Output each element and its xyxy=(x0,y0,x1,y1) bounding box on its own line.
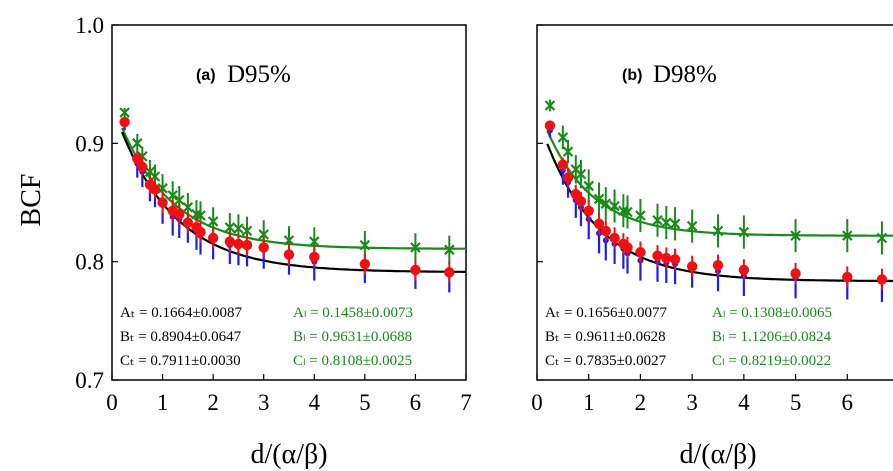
point-red xyxy=(309,252,319,262)
point-red xyxy=(558,159,568,169)
x-tick-label: 7 xyxy=(460,390,472,415)
y-tick-label: 0.7 xyxy=(75,368,104,393)
panel-b-fit-C-L: Cₗ = 0.8219±0.0022 xyxy=(712,353,831,369)
panel-a-label: (a) xyxy=(196,67,216,84)
x-tick-label: 3 xyxy=(686,390,698,415)
point-red xyxy=(635,247,645,257)
x-tick-label: 6 xyxy=(410,390,422,415)
y-axis-title: BCF xyxy=(16,174,47,227)
x-tick-label: 2 xyxy=(207,390,219,415)
point-red xyxy=(670,254,680,264)
panel-b-fit-B-T: Bₜ = 0.9611±0.0628 xyxy=(545,329,666,345)
panel-b-fit-A-T: Aₜ = 0.1656±0.0077 xyxy=(545,305,667,321)
x-tick-label: 2 xyxy=(635,390,647,415)
x-tick-label: 1 xyxy=(157,390,169,415)
point-red xyxy=(687,261,697,271)
panel-b-fit-A-L: Aₗ = 0.1308±0.0065 xyxy=(712,305,832,321)
point-red xyxy=(842,272,852,282)
panel-a-fit-C-T: Cₜ = 0.7911±0.0030 xyxy=(120,353,241,369)
y-tick-label: 0.8 xyxy=(75,250,104,275)
point-red xyxy=(713,260,723,270)
x-tick-label: 6 xyxy=(842,390,854,415)
panel-a-fit-B-L: Bₗ = 0.9631±0.0688 xyxy=(293,329,412,345)
point-red xyxy=(661,253,671,263)
point-red xyxy=(410,265,420,275)
panel-a-fit-B-T: Bₜ = 0.8904±0.0647 xyxy=(120,329,242,345)
point-red xyxy=(195,227,205,237)
panel-b-marks xyxy=(545,100,893,302)
x-tick-label: 4 xyxy=(309,390,321,415)
point-red xyxy=(137,162,147,172)
panel-b-fit-B-L: Bₗ = 1.1206±0.0824 xyxy=(712,329,832,345)
x-tick-label: 5 xyxy=(790,390,802,415)
panel-b-title: D98% xyxy=(653,61,717,88)
x-tick-label: 5 xyxy=(359,390,371,415)
point-red xyxy=(739,265,749,275)
point-red xyxy=(609,233,619,243)
point-red xyxy=(208,233,218,243)
point-red xyxy=(584,206,594,216)
point-red xyxy=(157,197,167,207)
x-tick-label: 3 xyxy=(258,390,270,415)
x-tick-label: 4 xyxy=(738,390,750,415)
point-red xyxy=(576,196,586,206)
x-tick-label: 0 xyxy=(106,390,118,415)
panel-a-fit-A-L: Aₗ = 0.1458±0.0073 xyxy=(293,305,413,321)
point-red xyxy=(444,267,454,277)
point-red xyxy=(545,120,555,130)
x-tick-label: 1 xyxy=(583,390,595,415)
point-red xyxy=(119,117,129,127)
y-tick-label: 0.9 xyxy=(75,131,104,156)
point-red xyxy=(242,240,252,250)
point-red xyxy=(150,184,160,194)
point-red xyxy=(622,242,632,252)
point-red xyxy=(790,268,800,278)
x-axis-title-a: d/(α/β) xyxy=(250,439,327,470)
panel-a-title: D95% xyxy=(227,61,291,88)
point-red xyxy=(259,242,269,252)
point-red xyxy=(563,172,573,182)
point-red xyxy=(284,249,294,259)
point-red xyxy=(360,259,370,269)
y-tick-label: 1.0 xyxy=(75,13,104,38)
point-red xyxy=(174,209,184,219)
panel-b-fit-C-T: Cₜ = 0.7835±0.0027 xyxy=(545,353,667,369)
x-tick-label: 0 xyxy=(531,390,543,415)
panel-a: 0 1 2 3 4 5 6 7 0.7 0.8 0.9 1.0 (a) D95% Aₜ = 0.166… xyxy=(75,13,472,415)
panel-b-label: (b) xyxy=(622,67,642,84)
point-red xyxy=(652,251,662,261)
panel-a-fit-C-L: Cₗ = 0.8108±0.0025 xyxy=(293,353,412,369)
panel-a-marks xyxy=(119,108,466,293)
panel-a-fit-params: Aₜ = 0.1664±0.0087 Bₜ = 0.8904±0.0647 Cₜ… xyxy=(120,305,413,369)
panel-b-fit-params: Aₜ = 0.1656±0.0077 Bₜ = 0.9611±0.0628 Cₜ… xyxy=(545,305,832,369)
point-red xyxy=(601,226,611,236)
point-red xyxy=(877,274,887,284)
panel-a-fit-A-T: Aₜ = 0.1664±0.0087 xyxy=(120,305,242,321)
x-axis-title-b: d/(α/β) xyxy=(679,439,756,470)
